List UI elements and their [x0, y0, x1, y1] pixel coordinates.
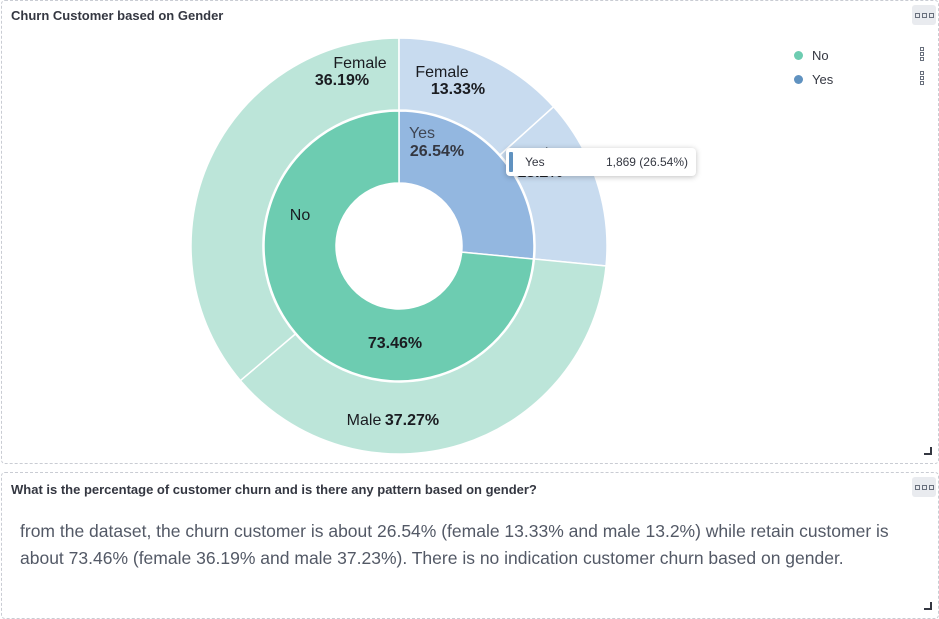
legend-more-no-icon[interactable] — [920, 47, 924, 61]
inner-no-label: No — [290, 207, 311, 224]
legend-dot-no-icon — [794, 50, 803, 60]
outer-no-female-label: Female — [333, 55, 386, 72]
legend-label-no: No — [812, 47, 829, 63]
legend-item-no[interactable]: No — [794, 43, 924, 67]
resize-handle-icon[interactable] — [924, 447, 932, 455]
text-panel-body: from the dataset, the churn customer is … — [20, 521, 889, 568]
outer-no-female-pct: 36.19% — [315, 72, 369, 89]
donut-chart: Yes26.54%No73.46%Female13.33%Female36.19… — [190, 37, 608, 455]
chart-panel: Churn Customer based on Gender Yes 26.54%… — [1, 0, 939, 464]
inner-yes-pct: 26.54% — [410, 143, 464, 160]
tooltip-color-bar — [509, 152, 513, 172]
outer-yes-female-label: Female — [415, 64, 468, 81]
inner-no-pct: 73.46% — [368, 335, 422, 352]
tooltip-value: 1,869 (26.54%) — [605, 155, 688, 169]
text-panel: What is the percentage of customer churn… — [1, 472, 939, 619]
text-panel-title: What is the percentage of customer churn… — [11, 482, 537, 497]
tooltip-label: Yes — [525, 155, 545, 169]
legend-item-yes[interactable]: Yes — [794, 67, 924, 91]
panel-options-icon[interactable] — [912, 477, 936, 497]
slice-outer-no-male[interactable] — [239, 258, 607, 455]
chart-legend: No Yes — [794, 43, 924, 91]
inner-yes-label: Yes — [409, 125, 435, 142]
chart-panel-title: Churn Customer based on Gender — [11, 8, 224, 23]
outer-no-male-pct: 37.27% — [385, 412, 439, 429]
panel-options-icon[interactable] — [912, 5, 936, 25]
outer-no-male-label: Male — [347, 412, 382, 429]
resize-handle-icon[interactable] — [924, 602, 932, 610]
slice-inner-yes[interactable] — [398, 110, 535, 260]
chart-tooltip: Yes 1,869 (26.54%) — [506, 148, 696, 176]
legend-dot-yes-icon — [794, 74, 803, 84]
outer-yes-female-pct: 13.33% — [431, 81, 485, 98]
slice-inner-no[interactable] — [263, 110, 535, 382]
slice-outer-no-female[interactable] — [190, 37, 400, 382]
legend-more-yes-icon[interactable] — [920, 71, 924, 85]
legend-label-yes: Yes — [812, 71, 834, 87]
